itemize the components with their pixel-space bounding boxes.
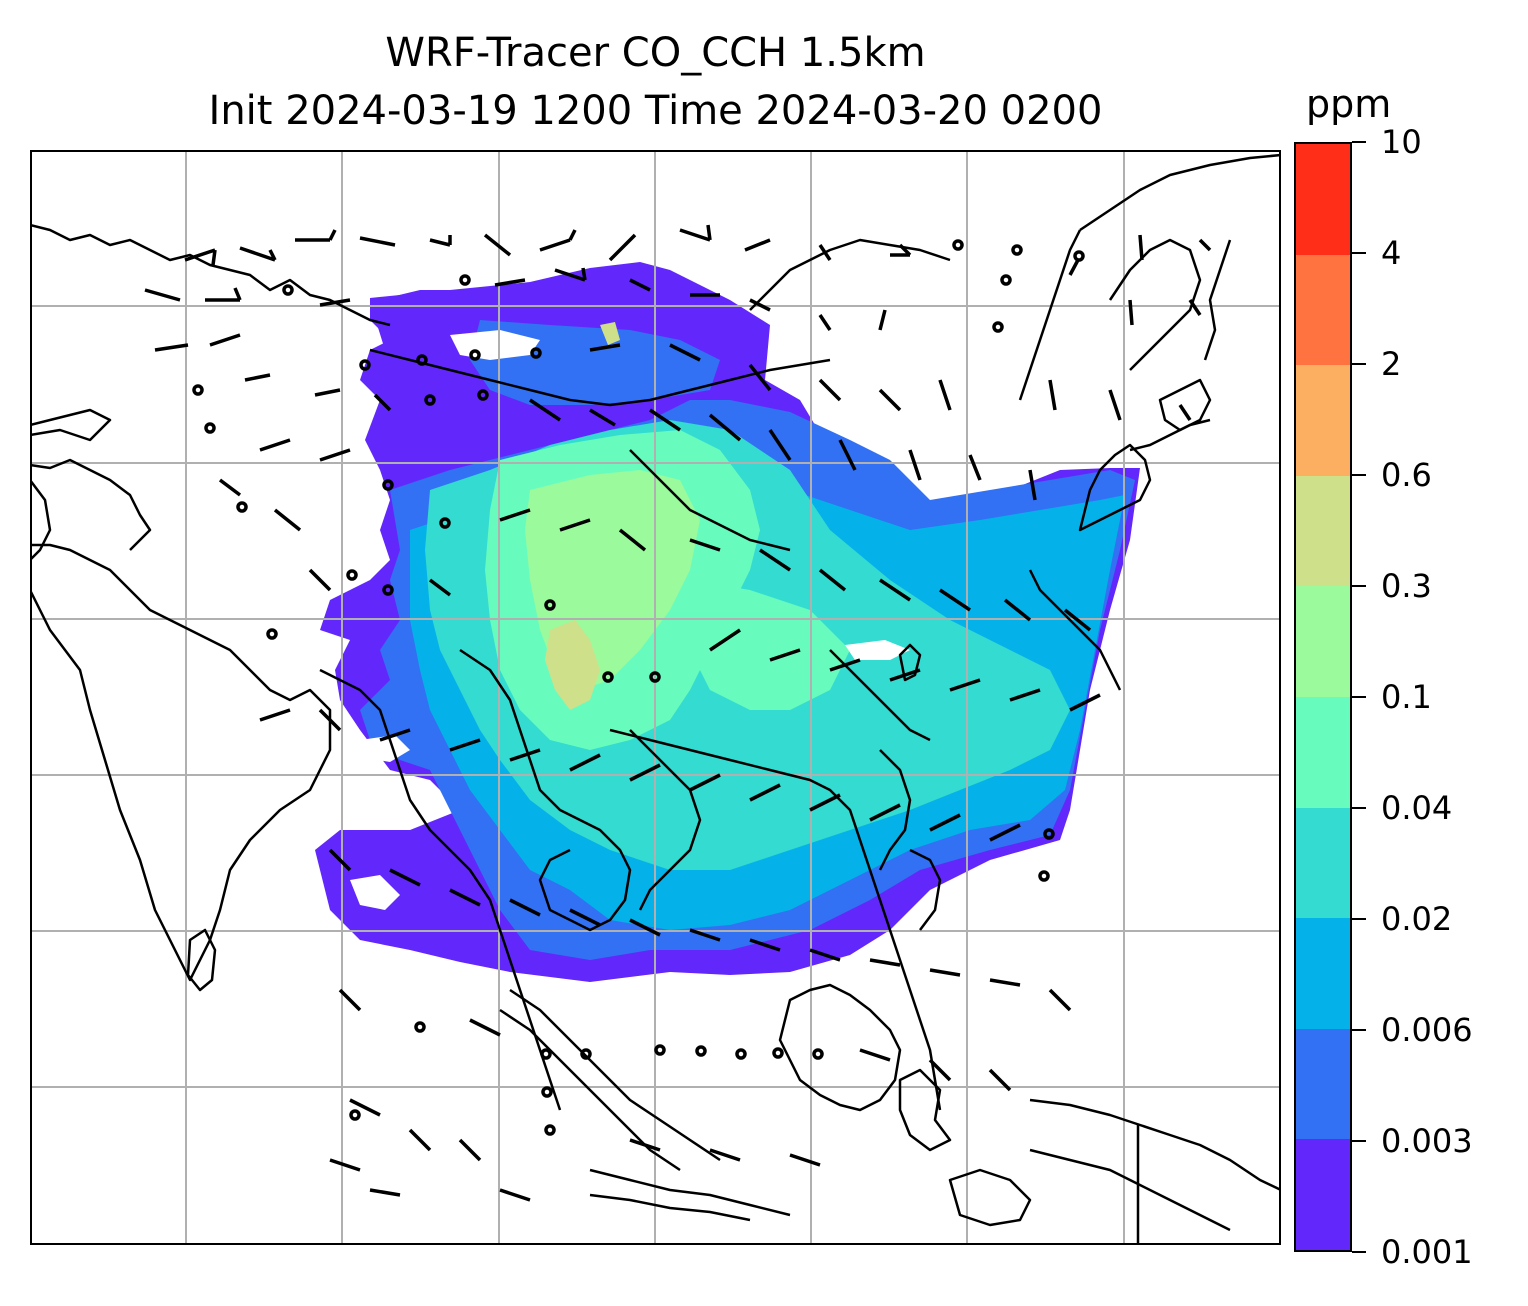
colorbar-tick (1352, 696, 1366, 698)
map-gridlines (30, 150, 1281, 1245)
colorbar-tick (1352, 1029, 1366, 1031)
colorbar-tick-label: 2 (1381, 345, 1402, 383)
colorbar-tick (1352, 918, 1366, 920)
colorbar-segment (1296, 475, 1350, 587)
colorbar-tick (1352, 141, 1366, 143)
map-panel (30, 150, 1281, 1245)
colorbar-tick-label: 0.3 (1381, 567, 1432, 605)
colorbar-tick-label: 0.001 (1381, 1233, 1473, 1271)
colorbar-tick-label: 0.02 (1381, 900, 1453, 938)
colorbar-unit-label: ppm (1306, 82, 1392, 126)
map-coastlines (30, 153, 1281, 1245)
map-title-line1: WRF-Tracer CO_CCH 1.5km (385, 30, 926, 76)
colorbar-segment (1296, 1028, 1350, 1140)
colorbar-tick-label: 0.04 (1381, 789, 1453, 827)
colorbar-tick-label: 0.1 (1381, 678, 1432, 716)
colorbar-segment (1296, 365, 1350, 476)
colorbar-tick (1352, 1140, 1366, 1142)
colorbar-segment (1296, 586, 1350, 697)
colorbar-tick-label: 0.006 (1381, 1011, 1473, 1049)
colorbar-segment (1296, 144, 1350, 255)
wind-barbs (144, 224, 1212, 1202)
colorbar-tick-label: 10 (1381, 123, 1422, 161)
colorbar-tick (1352, 252, 1366, 254)
colorbar-tick (1352, 363, 1366, 365)
colorbar-tick-label: 0.003 (1381, 1122, 1473, 1160)
colorbar-tick-label: 0.6 (1381, 456, 1432, 494)
colorbar-tick (1352, 1251, 1366, 1253)
colorbar-tick-label: 4 (1381, 234, 1402, 272)
colorbar-segment (1296, 807, 1350, 919)
colorbar-tick (1352, 585, 1366, 587)
map-title-line2: Init 2024-03-19 1200 Time 2024-03-20 020… (208, 88, 1103, 134)
colorbar-segment (1296, 254, 1350, 366)
colorbar (1294, 142, 1352, 1252)
colorbar-segment (1296, 1139, 1350, 1250)
colorbar-segment (1296, 918, 1350, 1029)
colorbar-tick (1352, 474, 1366, 476)
colorbar-tick (1352, 807, 1366, 809)
tracer-concentration-field (315, 262, 1140, 982)
colorbar-segment (1296, 696, 1350, 808)
